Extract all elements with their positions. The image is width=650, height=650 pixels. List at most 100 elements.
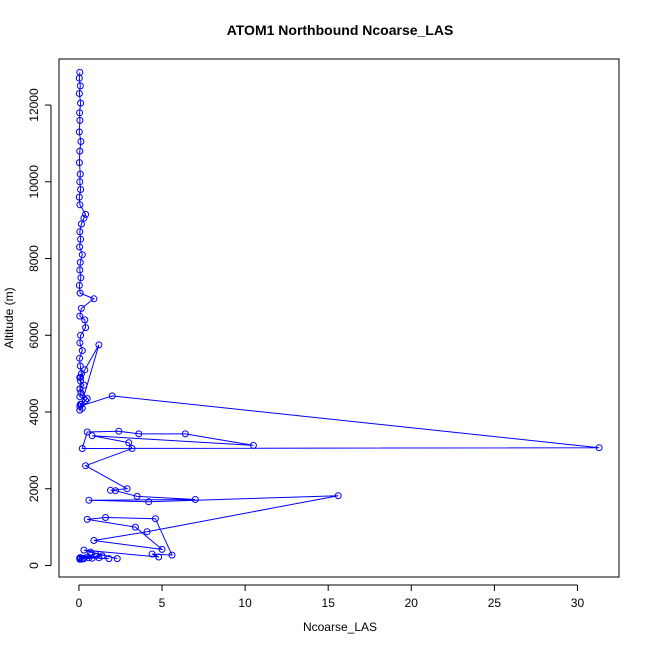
data-point xyxy=(76,312,84,320)
x-tick-label: 5 xyxy=(159,596,166,610)
data-point xyxy=(108,392,116,400)
x-axis-label: Ncoarse_LAS xyxy=(303,620,377,634)
data-point xyxy=(82,324,90,332)
data-point xyxy=(95,341,103,349)
data-point xyxy=(95,554,103,562)
y-axis: 0 2000 4000 6000 8000 10000 12000 xyxy=(27,88,52,569)
data-point xyxy=(76,109,84,117)
y-tick-label: 2000 xyxy=(27,475,41,502)
x-tick-label: 25 xyxy=(488,596,502,610)
y-tick-label: 12000 xyxy=(27,88,41,122)
data-point xyxy=(143,528,151,536)
data-point xyxy=(105,555,113,563)
data-point xyxy=(81,316,89,324)
data-point xyxy=(191,496,199,503)
data-point xyxy=(76,82,84,90)
data-point xyxy=(76,266,84,274)
data-point xyxy=(77,220,85,228)
data-point xyxy=(75,159,83,167)
data-point xyxy=(76,170,84,178)
data-point xyxy=(83,428,91,436)
data-point xyxy=(76,354,84,362)
y-tick-label: 6000 xyxy=(27,322,41,349)
x-tick-label: 20 xyxy=(405,596,419,610)
data-point xyxy=(123,485,131,493)
data-point xyxy=(75,281,83,289)
y-axis-label: Altitude (m) xyxy=(2,287,16,348)
data-point xyxy=(90,537,98,544)
x-tick-label: 10 xyxy=(238,596,252,610)
data-point xyxy=(85,554,93,562)
data-point xyxy=(80,381,88,389)
y-tick-label: 0 xyxy=(27,562,41,569)
data-point xyxy=(77,374,85,381)
data-point xyxy=(77,138,85,145)
data-point xyxy=(76,178,84,186)
data-point xyxy=(75,90,83,97)
data-point xyxy=(76,393,84,401)
data-point xyxy=(145,498,153,506)
data-point xyxy=(76,116,84,124)
data-point xyxy=(85,496,93,504)
data-point xyxy=(76,555,84,563)
data-point xyxy=(155,553,163,561)
data-point xyxy=(80,214,88,222)
y-tick-label: 10000 xyxy=(27,165,41,199)
data-point xyxy=(76,201,84,209)
data-point xyxy=(83,515,91,523)
data-point xyxy=(90,295,98,303)
x-tick-label: 0 xyxy=(76,596,83,610)
data-point xyxy=(78,445,86,452)
y-tick-label: 8000 xyxy=(27,245,41,272)
data-point xyxy=(78,347,86,355)
data-point xyxy=(76,289,84,297)
data-point xyxy=(148,550,156,558)
data-point xyxy=(125,439,133,447)
data-point xyxy=(75,128,83,136)
data-point xyxy=(77,331,85,339)
data-point xyxy=(131,523,139,531)
data-point xyxy=(76,362,84,370)
data-point xyxy=(115,427,123,435)
x-tick-label: 30 xyxy=(571,596,585,610)
data-point xyxy=(88,554,96,562)
data-point xyxy=(77,235,85,243)
data-point xyxy=(80,546,88,554)
data-point xyxy=(76,243,84,251)
data-point xyxy=(83,395,91,403)
data-point xyxy=(76,258,84,266)
data-point xyxy=(77,400,85,408)
data-point xyxy=(77,389,85,397)
chart-title: ATOM1 Northbound Ncoarse_LAS xyxy=(227,22,454,38)
data-point xyxy=(88,432,96,440)
data-point xyxy=(75,193,83,201)
data-point xyxy=(76,228,84,236)
plot-area xyxy=(75,68,603,563)
data-point xyxy=(151,515,159,523)
data-point xyxy=(595,444,603,452)
data-point xyxy=(107,486,114,494)
data-point xyxy=(168,551,176,559)
data-point xyxy=(77,186,85,193)
data-point xyxy=(82,210,90,218)
data-point xyxy=(102,514,109,521)
data-point xyxy=(112,487,119,495)
data-point xyxy=(76,402,84,410)
data-point xyxy=(81,366,89,374)
data-point xyxy=(133,492,141,500)
y-tick-label: 4000 xyxy=(27,398,41,425)
data-point xyxy=(334,492,342,500)
data-point xyxy=(77,99,85,107)
data-point xyxy=(78,251,86,259)
data-point xyxy=(77,274,85,282)
data-point xyxy=(78,555,86,563)
data-point xyxy=(249,441,257,449)
data-point xyxy=(82,397,90,404)
data-point xyxy=(128,445,136,452)
data-point xyxy=(76,385,84,393)
data-point xyxy=(181,430,189,438)
x-axis: 0 5 10 15 20 25 30 xyxy=(76,584,585,610)
data-point xyxy=(82,462,90,470)
data-point xyxy=(135,430,143,438)
data-point xyxy=(75,74,83,82)
